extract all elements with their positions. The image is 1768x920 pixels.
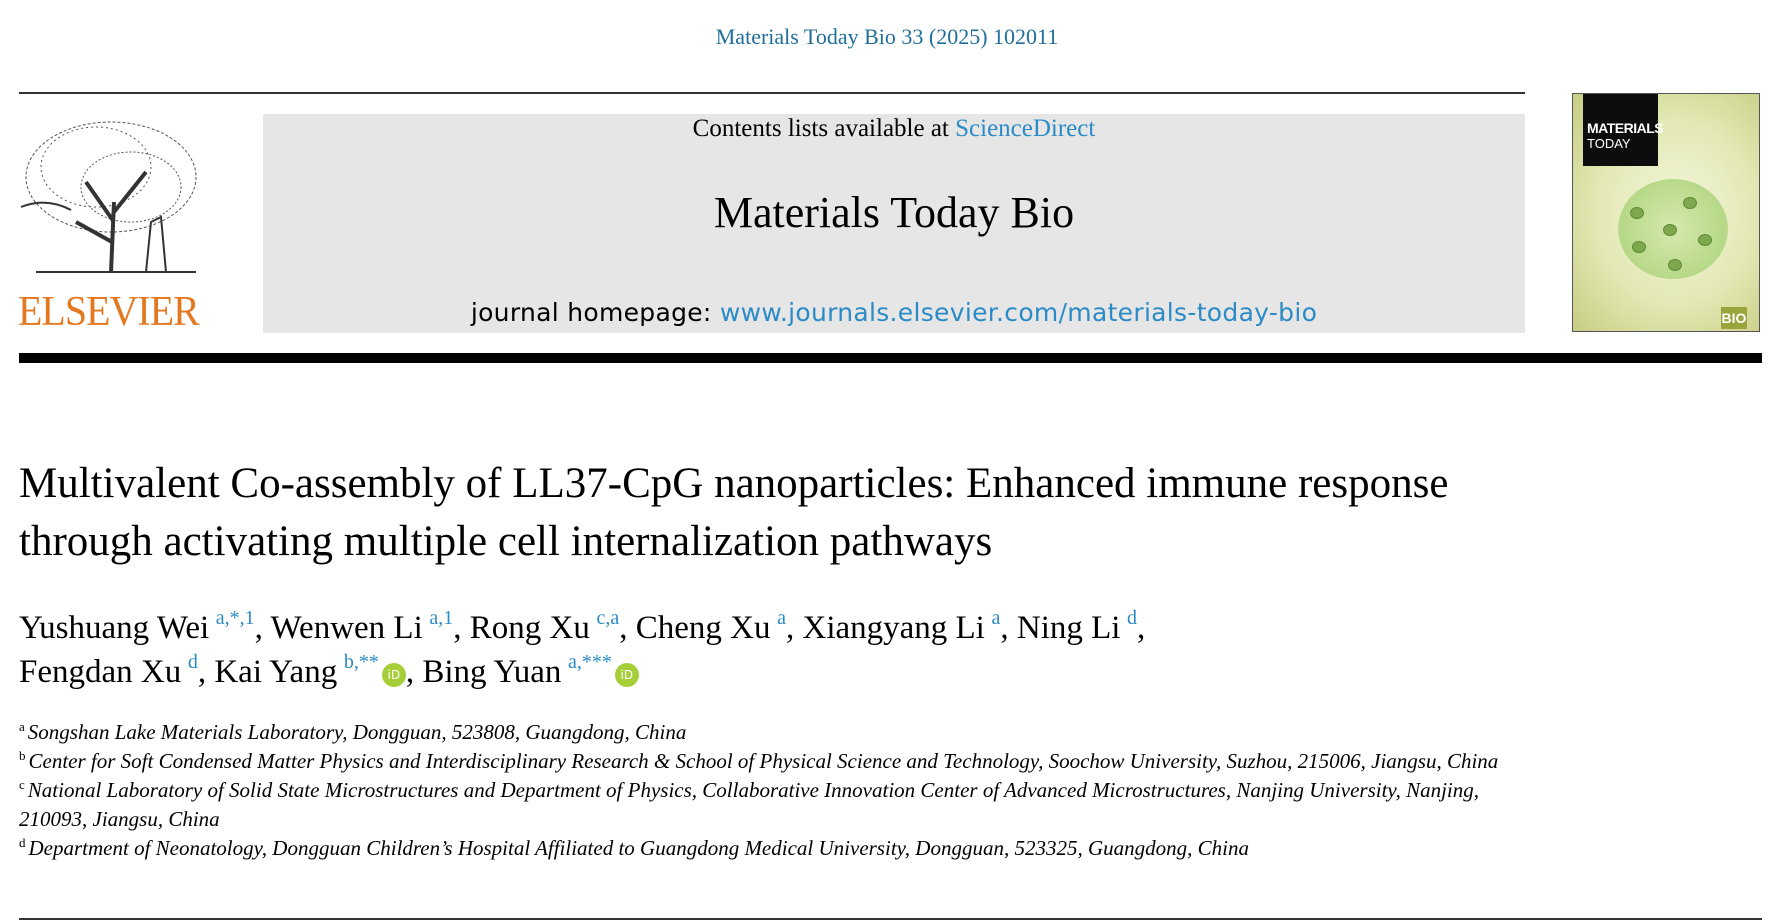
petri-dish-icon (1618, 179, 1728, 279)
affiliation-text: Department of Neonatology, Dongguan Chil… (28, 836, 1249, 860)
elsevier-wordmark: ELSEVIER (18, 289, 200, 335)
author-name[interactable]: Rong Xu (469, 610, 590, 646)
author-list: Yushuang Wei a,*,1, Wenwen Li a,1, Rong … (19, 607, 1146, 690)
cover-bio-badge: BIO (1721, 307, 1747, 329)
author-name[interactable]: Xiangyang Li (802, 610, 985, 646)
homepage-prefix: journal homepage: (470, 298, 720, 327)
author-name[interactable]: Wenwen Li (270, 610, 423, 646)
author[interactable]: Bing Yuan a,***iD (422, 651, 639, 690)
sciencedirect-link[interactable]: ScienceDirect (955, 115, 1096, 142)
author[interactable]: Wenwen Li a,1 (270, 607, 454, 646)
bottom-divider (19, 918, 1762, 920)
cover-badge: MATERIALS TODAY (1583, 94, 1664, 166)
author-name[interactable]: Cheng Xu (635, 610, 771, 646)
author-affiliation-marker[interactable]: d (1127, 607, 1138, 629)
author-affiliation-marker[interactable]: a (991, 607, 1001, 629)
affiliation-key: b (19, 748, 26, 763)
author-affiliation-marker[interactable]: b,** (343, 651, 379, 673)
affiliation: d Department of Neonatology, Dongguan Chi… (19, 834, 1539, 863)
author-affiliation-marker[interactable]: a,*** (567, 651, 612, 673)
journal-citation[interactable]: Materials Today Bio 33 (2025) 102011 (715, 24, 1059, 49)
author[interactable]: Xiangyang Li a (802, 607, 1001, 646)
author-affiliation-marker[interactable]: d (187, 651, 198, 673)
author-name[interactable]: Bing Yuan (422, 654, 562, 690)
affiliation-key: a (19, 719, 25, 734)
orcid-icon[interactable]: iD (381, 663, 406, 687)
author[interactable]: Cheng Xu a (635, 607, 786, 646)
journal-cover-image[interactable]: MATERIALS TODAY BIO (1572, 93, 1760, 332)
contents-prefix: Contents lists available at (692, 115, 956, 142)
author[interactable]: Fengdan Xu d (19, 651, 198, 690)
journal-banner: Contents lists available at ScienceDirec… (263, 114, 1525, 333)
homepage-link[interactable]: www.journals.elsevier.com/materials-toda… (719, 298, 1318, 327)
top-divider (19, 92, 1525, 94)
tree-icon (20, 121, 197, 273)
author-affiliation-marker[interactable]: a,*,1 (215, 607, 255, 629)
author[interactable]: Yushuang Wei a,*,1 (19, 607, 255, 646)
elsevier-logo[interactable]: ELSEVIER (16, 112, 216, 336)
orcid-icon[interactable]: iD (614, 663, 639, 687)
author-name[interactable]: Yushuang Wei (19, 610, 210, 646)
header-bar (19, 353, 1762, 363)
author-name[interactable]: Fengdan Xu (19, 654, 182, 690)
affiliation-text: Center for Soft Condensed Matter Physics… (28, 749, 1499, 773)
homepage-line: journal homepage: www.journals.elsevier.… (263, 298, 1525, 327)
author[interactable]: Kai Yang b,**iD (214, 651, 406, 690)
author-name[interactable]: Ning Li (1016, 610, 1121, 646)
affiliation: b Center for Soft Condensed Matter Physic… (19, 747, 1539, 776)
cover-line2: TODAY (1587, 136, 1631, 151)
affiliation-text: National Laboratory of Solid State Micro… (19, 778, 1479, 831)
author[interactable]: Ning Li d (1016, 607, 1138, 646)
contents-line: Contents lists available at ScienceDirec… (263, 115, 1525, 143)
author-affiliation-marker[interactable]: c,a (596, 607, 620, 629)
article-title: Multivalent Co-assembly of LL37-CpG nano… (19, 460, 1449, 565)
author-affiliation-marker[interactable]: a (777, 607, 786, 629)
author-affiliation-marker[interactable]: a,1 (429, 607, 454, 629)
affiliation-key: c (19, 777, 25, 792)
affiliation-list: a Songshan Lake Materials Laboratory, Don… (19, 718, 1539, 863)
affiliation: c National Laboratory of Solid State Micr… (19, 776, 1539, 834)
journal-title: Materials Today Bio (713, 188, 1075, 237)
affiliation: a Songshan Lake Materials Laboratory, Don… (19, 718, 1539, 747)
cover-line1: MATERIALS (1587, 120, 1664, 136)
author[interactable]: Rong Xu c,a (469, 607, 620, 646)
author-name[interactable]: Kai Yang (214, 654, 338, 690)
affiliation-text: Songshan Lake Materials Laboratory, Dong… (27, 720, 687, 744)
affiliation-key: d (19, 835, 26, 850)
